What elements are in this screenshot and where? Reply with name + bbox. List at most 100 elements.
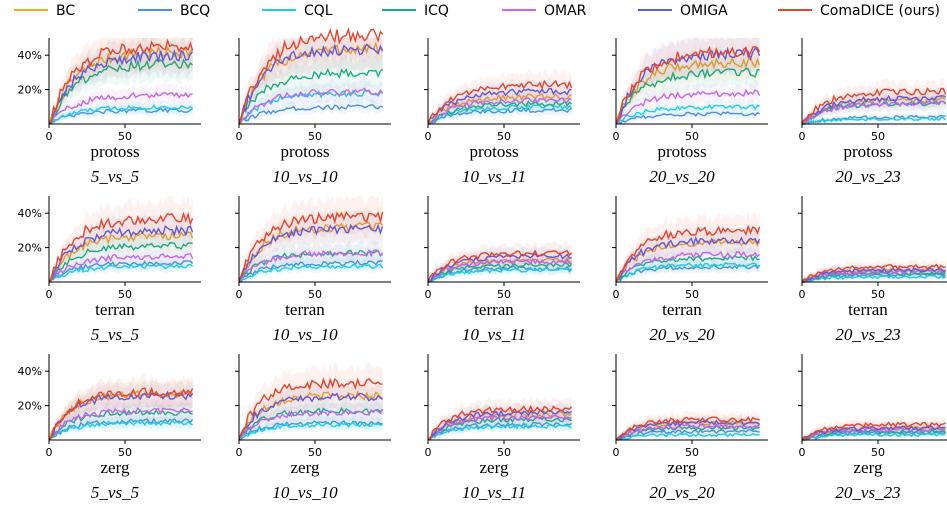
x-tick-label: 0 [236, 288, 243, 301]
series-line [615, 432, 760, 441]
series-line [48, 252, 194, 283]
series-line [801, 267, 946, 283]
panel-map-label: 10_vs_11 [462, 167, 526, 186]
series-band [49, 412, 193, 440]
panel-map-label: 10_vs_10 [272, 167, 338, 186]
series-line [427, 267, 573, 283]
series-line [427, 99, 573, 125]
series-line [48, 58, 194, 125]
legend-label: ICQ [424, 3, 449, 19]
series-line [48, 263, 193, 283]
series-band [49, 373, 193, 440]
series-band [49, 196, 193, 282]
panel-race-label: zerg [854, 458, 883, 477]
series-band [802, 93, 946, 124]
x-tick-label: 0 [46, 130, 53, 143]
legend-item: BCQ [138, 3, 210, 19]
panel-race-label: terran [662, 300, 702, 319]
x-tick-label: 50 [871, 288, 885, 301]
series-band [428, 77, 572, 124]
series-band [616, 246, 760, 282]
series-line [48, 107, 194, 125]
series-band [49, 244, 193, 282]
x-tick-label: 50 [685, 288, 699, 301]
series-line [48, 103, 194, 125]
legend-item: CQL [262, 3, 333, 19]
panel-map-label: 10_vs_10 [272, 325, 338, 344]
series-band [239, 77, 383, 124]
x-tick-label: 50 [308, 130, 322, 143]
panel-map-label: 10_vs_11 [462, 483, 526, 502]
legend-item: ICQ [382, 3, 449, 19]
x-tick-label: 50 [685, 446, 699, 459]
x-tick-label: 50 [871, 130, 885, 143]
x-tick-label: 50 [497, 288, 511, 301]
series-line [239, 259, 383, 283]
series-line [238, 421, 383, 441]
x-tick-label: 0 [613, 446, 620, 459]
series-line [801, 425, 946, 441]
series-line [238, 392, 383, 441]
series-line [615, 264, 761, 283]
series-band [239, 240, 383, 282]
panel-map-label: 20_vs_20 [649, 167, 715, 186]
series-line [238, 377, 383, 441]
series-line [427, 92, 572, 125]
series-band [49, 414, 193, 440]
legend-item: OMIGA [638, 3, 728, 19]
series-band [239, 80, 383, 124]
series-line [48, 407, 193, 441]
legend-label: OMIGA [680, 3, 728, 19]
panel-map-label: 20_vs_23 [835, 325, 900, 344]
series-line [238, 87, 384, 125]
series-line [427, 257, 572, 283]
x-tick-label: 0 [236, 446, 243, 459]
y-tick-label: 20% [18, 242, 42, 255]
series-band [802, 93, 946, 124]
panel-race-label: protoss [657, 142, 706, 161]
y-tick-label: 20% [18, 400, 42, 413]
series-line [428, 97, 572, 125]
panel-map-label: 5_vs_5 [91, 167, 139, 186]
series-line [801, 87, 947, 125]
legend: BC BCQ CQL ICQ OMAR OMIGA ComaDICE (ours) [14, 3, 940, 19]
panel-map-label: 20_vs_23 [835, 167, 900, 186]
series-band [49, 38, 193, 124]
series-line [48, 224, 194, 283]
series-line [615, 224, 761, 283]
series-line [238, 68, 384, 125]
panel-race-label: protoss [843, 142, 892, 161]
panel-race-label: protoss [280, 142, 329, 161]
series-band [616, 107, 760, 124]
x-tick-label: 0 [46, 288, 53, 301]
series-band [802, 416, 946, 440]
series-line [238, 409, 384, 441]
x-tick-label: 0 [425, 130, 432, 143]
series-line [48, 386, 194, 441]
series-line [48, 417, 194, 441]
series-line [48, 230, 194, 283]
series-line [427, 252, 572, 283]
series-band [616, 225, 760, 282]
legend-label: ComaDICE (ours) [820, 3, 940, 19]
series-band [428, 402, 572, 440]
series-band [49, 42, 193, 124]
series-line [801, 100, 947, 125]
panel-race-label: terran [474, 300, 514, 319]
panel-map-label: 20_vs_20 [649, 483, 715, 502]
x-tick-label: 50 [118, 446, 132, 459]
x-tick-label: 50 [497, 130, 511, 143]
series-line [427, 107, 572, 125]
series-band [428, 68, 572, 124]
panel-race-label: zerg [101, 458, 130, 477]
